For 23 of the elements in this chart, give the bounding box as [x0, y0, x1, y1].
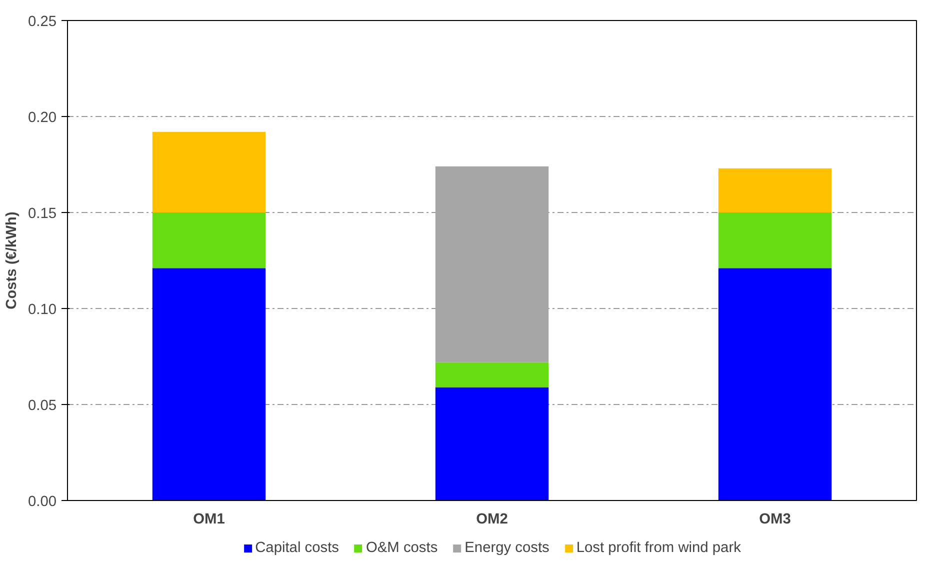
y-tick-label: 0.15: [28, 206, 57, 222]
y-tick-label: 0.05: [28, 398, 57, 414]
x-tick-label: OM1: [193, 512, 225, 528]
bar: [718, 168, 832, 212]
bar: [718, 212, 832, 268]
bar: [435, 387, 549, 500]
legend-label: Capital costs: [255, 540, 339, 556]
legend-label: O&M costs: [366, 540, 438, 556]
legend-label: Energy costs: [464, 540, 550, 556]
y-tick-label: 0.20: [28, 110, 57, 126]
y-tick-label: 0.00: [28, 494, 57, 510]
x-tick-label: OM3: [759, 512, 791, 528]
bar: [718, 268, 832, 500]
bar: [435, 166, 549, 362]
bar: [152, 132, 266, 212]
x-tick-label: OM2: [476, 512, 508, 528]
legend-label: Lost profit from wind park: [576, 540, 741, 556]
y-tick-label: 0.10: [28, 302, 57, 318]
bar: [435, 362, 549, 388]
bar: [152, 212, 266, 268]
y-axis-title: Costs (€/kWh): [4, 212, 20, 310]
y-tick-label: 0.25: [28, 14, 57, 30]
bar: [152, 268, 266, 500]
